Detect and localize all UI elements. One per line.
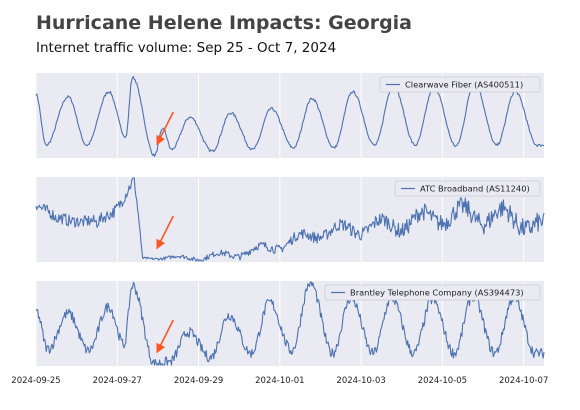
series-line [35, 75, 545, 157]
legend-box [379, 76, 541, 93]
annotation-arrow [156, 319, 174, 354]
legend-box [394, 180, 541, 197]
x-tick-label: 2024-10-01 [255, 376, 304, 386]
x-tick-label: 2024-09-27 [93, 376, 142, 386]
chart-subtitle: Internet traffic volume: Sep 25 - Oct 7,… [36, 40, 337, 56]
x-tick-label: 2024-10-03 [336, 376, 385, 386]
x-tick-label: 2024-09-29 [174, 376, 223, 386]
legend-label: Brantley Telephone Company (AS394473) [350, 288, 524, 298]
x-tick-label: 2024-09-25 [11, 376, 60, 386]
series-line [35, 177, 545, 262]
legend-box [324, 284, 541, 301]
series-line [35, 281, 545, 366]
annotation-arrow [156, 215, 174, 250]
legend-label: Clearwave Fiber (AS400511) [405, 80, 523, 90]
x-tick-label: 2024-10-05 [418, 376, 467, 386]
annotation-arrow [156, 111, 174, 146]
x-tick-label: 2024-10-07 [499, 376, 548, 386]
legend-label: ATC Broadband (AS11240) [420, 184, 530, 194]
chart-title: Hurricane Helene Impacts: Georgia [36, 12, 413, 34]
